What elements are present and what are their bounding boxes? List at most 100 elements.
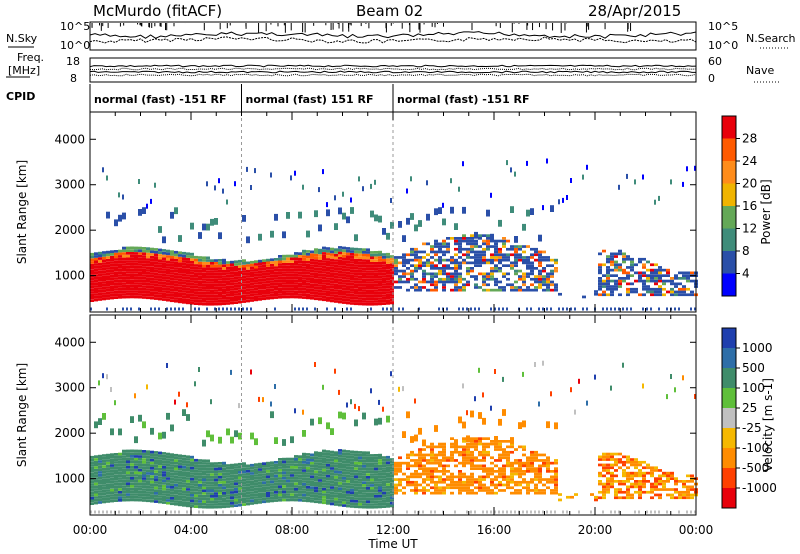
heatmap-cell: [234, 181, 236, 187]
heatmap-cell: [90, 291, 94, 294]
heatmap-cell: [178, 492, 182, 496]
heatmap-cell: [386, 499, 390, 503]
heatmap-cell: [566, 195, 568, 200]
heatmap-cell: [674, 477, 678, 480]
heatmap-cell: [686, 287, 690, 291]
heatmap-cell: [550, 275, 554, 278]
heatmap-cell: [614, 285, 618, 288]
heatmap-cell: [518, 467, 522, 470]
heatmap-cell: [126, 252, 130, 255]
heatmap-cell: [358, 275, 362, 279]
heatmap-cell: [170, 456, 174, 459]
heatmap-cell: [374, 481, 378, 484]
heatmap-cell: [326, 472, 330, 475]
heatmap-cell: [270, 491, 274, 495]
heatmap-cell: [466, 256, 470, 259]
heatmap-cell: [598, 266, 602, 269]
heatmap-cell: [290, 175, 292, 181]
heatmap-cell: [90, 461, 94, 465]
heatmap-cell: [366, 267, 370, 271]
heatmap-cell: [614, 510, 616, 514]
heatmap-cell: [382, 307, 384, 311]
heatmap-cell: [530, 277, 534, 281]
heatmap-cell: [354, 464, 358, 468]
heatmap-cell: [150, 253, 154, 256]
heatmap-cell: [690, 279, 694, 283]
heatmap-cell: [658, 307, 660, 311]
heatmap-cell: [466, 250, 470, 254]
heatmap-cell: [234, 466, 238, 469]
heatmap-cell: [470, 256, 474, 259]
heatmap-cell: [478, 442, 482, 446]
heatmap-cell: [322, 276, 326, 280]
heatmap-cell: [346, 247, 350, 250]
heatmap-cell: [426, 461, 430, 465]
heatmap-cell: [454, 275, 458, 278]
heatmap-cell: [426, 475, 430, 479]
heatmap-cell: [150, 475, 154, 478]
heatmap-cell: [158, 297, 162, 301]
heatmap-cell: [342, 260, 346, 263]
heatmap-cell: [154, 478, 158, 482]
heatmap-cell: [242, 465, 246, 468]
heatmap-cell: [170, 283, 174, 286]
heatmap-cell: [498, 483, 502, 487]
heatmap-cell: [150, 483, 154, 487]
nsky-traces: [89, 23, 697, 44]
heatmap-cell: [502, 510, 504, 514]
heatmap-cell: [366, 251, 370, 254]
heatmap-cell: [518, 445, 522, 449]
heatmap-cell: [122, 474, 126, 477]
heatmap-cell: [402, 478, 406, 481]
heatmap-cell: [234, 479, 238, 483]
heatmap-cell: [462, 448, 466, 451]
heatmap-cell: [526, 264, 530, 267]
heatmap-cell: [282, 476, 286, 480]
heatmap-cell: [182, 281, 186, 285]
heatmap-cell: [466, 491, 470, 495]
heatmap-cell: [382, 296, 386, 300]
heatmap-cell: [482, 464, 486, 468]
heatmap-cell: [182, 298, 186, 301]
heatmap-cell: [630, 287, 634, 291]
heatmap-cell: [250, 274, 254, 278]
heatmap-cell: [342, 252, 346, 255]
heatmap-cell: [230, 488, 234, 492]
heatmap-cell: [242, 297, 246, 301]
heatmap-cell: [242, 278, 246, 282]
heatmap-cell: [602, 452, 606, 456]
heatmap-cell: [106, 256, 110, 259]
heatmap-cell: [242, 478, 246, 482]
heatmap-cell: [462, 307, 464, 311]
heatmap-cell: [338, 454, 342, 458]
heatmap-cell: [286, 260, 290, 263]
heatmap-cell: [90, 296, 94, 300]
heatmap-cell: [366, 286, 370, 290]
heatmap-cell: [202, 439, 206, 447]
heatmap-cell: [118, 296, 122, 299]
heatmap-cell: [430, 442, 434, 446]
heatmap-cell: [186, 474, 190, 478]
heatmap-cell: [542, 250, 546, 254]
heatmap-cell: [366, 262, 370, 265]
heatmap-cell: [462, 486, 466, 490]
heatmap-cell: [174, 486, 178, 490]
heatmap-cell: [242, 462, 246, 465]
heatmap-cell: [386, 288, 390, 292]
heatmap-cell: [154, 475, 158, 479]
colorbar-swatch: [722, 368, 736, 389]
heatmap-cell: [202, 278, 206, 281]
heatmap-cell: [446, 456, 450, 460]
heatmap-cell: [258, 471, 262, 474]
heatmap-cell: [282, 257, 286, 261]
heatmap-cell: [266, 277, 270, 281]
heatmap-cell: [374, 179, 376, 185]
heatmap-cell: [374, 214, 378, 222]
heatmap-cell: [214, 283, 218, 287]
heatmap-cell: [194, 296, 198, 300]
heatmap-cell: [682, 181, 684, 187]
heatmap-cell: [234, 493, 238, 497]
heatmap-cell: [210, 475, 214, 479]
heatmap-cell: [622, 277, 626, 280]
heatmap-cell: [330, 494, 334, 498]
